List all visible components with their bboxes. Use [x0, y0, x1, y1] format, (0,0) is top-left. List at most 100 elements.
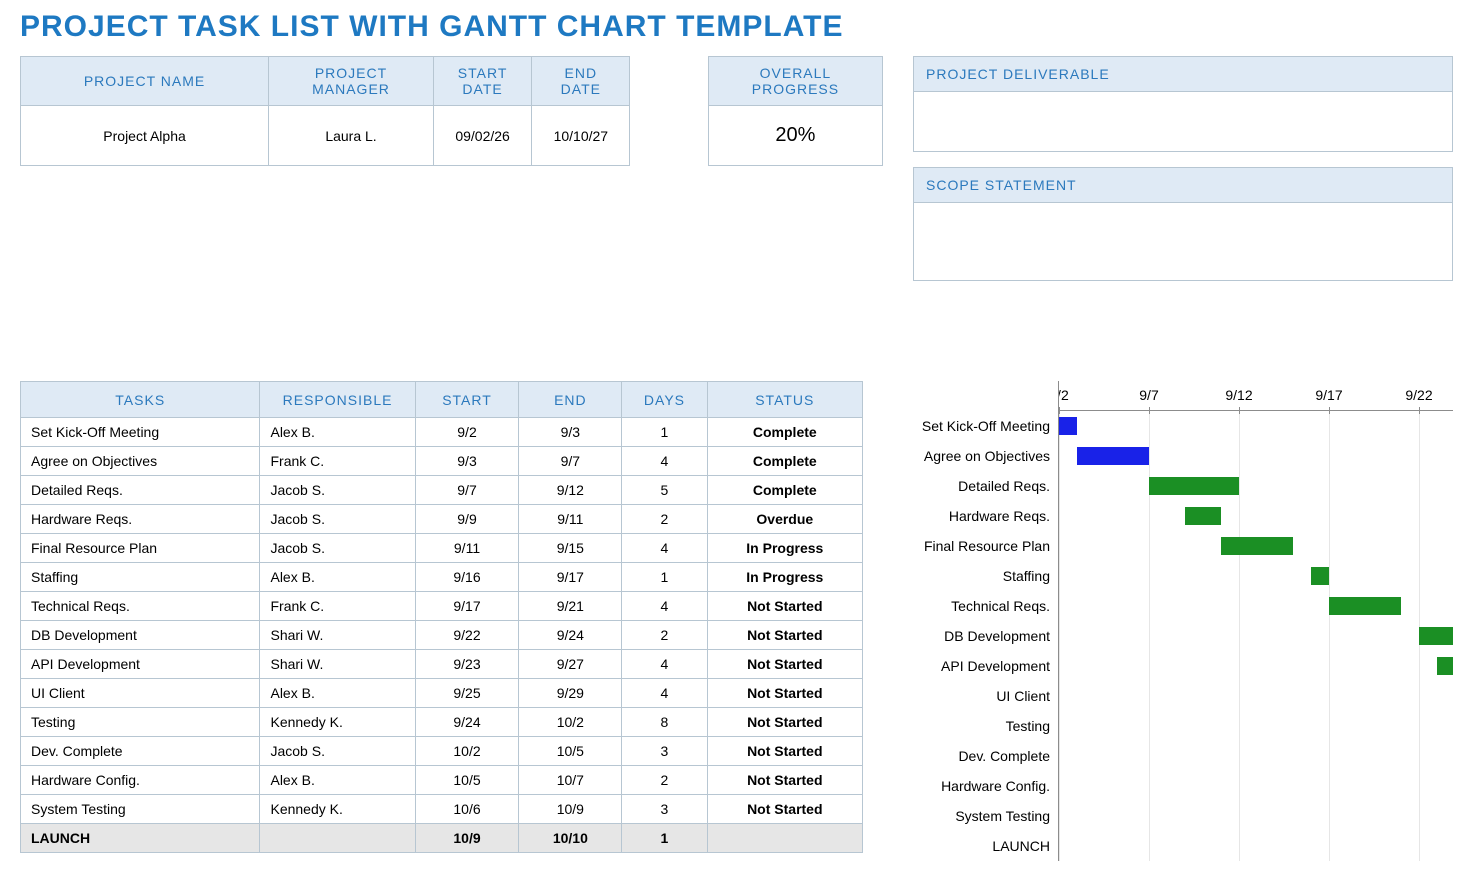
cell-responsible[interactable]: Alex B.	[260, 766, 415, 795]
cell-responsible[interactable]: Jacob S.	[260, 534, 415, 563]
cell-days[interactable]: 3	[622, 737, 707, 766]
cell-start[interactable]: 9/23	[415, 650, 519, 679]
val-project-name[interactable]: Project Alpha	[21, 106, 269, 166]
table-row[interactable]: Set Kick-Off MeetingAlex B.9/29/31Comple…	[21, 418, 863, 447]
cell-task[interactable]: System Testing	[21, 795, 260, 824]
cell-days[interactable]: 4	[622, 447, 707, 476]
cell-task[interactable]: UI Client	[21, 679, 260, 708]
val-project-manager[interactable]: Laura L.	[269, 106, 434, 166]
cell-task[interactable]: Final Resource Plan	[21, 534, 260, 563]
cell-start[interactable]: 10/9	[415, 824, 519, 853]
cell-days[interactable]: 4	[622, 534, 707, 563]
table-row[interactable]: Agree on ObjectivesFrank C.9/39/74Comple…	[21, 447, 863, 476]
cell-responsible[interactable]: Kennedy K.	[260, 795, 415, 824]
cell-end[interactable]: 9/15	[519, 534, 622, 563]
val-end-date[interactable]: 10/10/27	[532, 106, 630, 166]
table-row[interactable]: Hardware Config.Alex B.10/510/72Not Star…	[21, 766, 863, 795]
cell-task[interactable]: Technical Reqs.	[21, 592, 260, 621]
cell-task[interactable]: Set Kick-Off Meeting	[21, 418, 260, 447]
table-row[interactable]: Dev. CompleteJacob S.10/210/53Not Starte…	[21, 737, 863, 766]
table-row[interactable]: DB DevelopmentShari W.9/229/242Not Start…	[21, 621, 863, 650]
cell-responsible[interactable]: Alex B.	[260, 679, 415, 708]
cell-end[interactable]: 9/29	[519, 679, 622, 708]
cell-days[interactable]: 2	[622, 505, 707, 534]
cell-start[interactable]: 10/5	[415, 766, 519, 795]
cell-task[interactable]: Detailed Reqs.	[21, 476, 260, 505]
cell-task[interactable]: Hardware Reqs.	[21, 505, 260, 534]
cell-responsible[interactable]: Frank C.	[260, 447, 415, 476]
cell-status[interactable]: In Progress	[707, 563, 862, 592]
cell-responsible[interactable]: Alex B.	[260, 563, 415, 592]
cell-end[interactable]: 9/7	[519, 447, 622, 476]
cell-task[interactable]: Dev. Complete	[21, 737, 260, 766]
cell-start[interactable]: 9/25	[415, 679, 519, 708]
table-row[interactable]: Hardware Reqs.Jacob S.9/99/112Overdue	[21, 505, 863, 534]
cell-days[interactable]: 1	[622, 418, 707, 447]
cell-days[interactable]: 1	[622, 824, 707, 853]
cell-task[interactable]: Agree on Objectives	[21, 447, 260, 476]
cell-end[interactable]: 9/12	[519, 476, 622, 505]
cell-task[interactable]: LAUNCH	[21, 824, 260, 853]
table-row[interactable]: TestingKennedy K.9/2410/28Not Started	[21, 708, 863, 737]
cell-task[interactable]: API Development	[21, 650, 260, 679]
cell-days[interactable]: 4	[622, 650, 707, 679]
cell-days[interactable]: 4	[622, 679, 707, 708]
cell-status[interactable]: Complete	[707, 418, 862, 447]
cell-end[interactable]: 9/24	[519, 621, 622, 650]
cell-status[interactable]: Not Started	[707, 795, 862, 824]
cell-days[interactable]: 2	[622, 621, 707, 650]
cell-start[interactable]: 9/24	[415, 708, 519, 737]
cell-status[interactable]: Complete	[707, 447, 862, 476]
cell-days[interactable]: 8	[622, 708, 707, 737]
cell-status[interactable]: Overdue	[707, 505, 862, 534]
cell-start[interactable]: 9/7	[415, 476, 519, 505]
cell-end[interactable]: 10/5	[519, 737, 622, 766]
cell-responsible[interactable]: Jacob S.	[260, 505, 415, 534]
cell-status[interactable]: Complete	[707, 476, 862, 505]
cell-days[interactable]: 3	[622, 795, 707, 824]
cell-end[interactable]: 9/27	[519, 650, 622, 679]
cell-status[interactable]: Not Started	[707, 708, 862, 737]
table-row[interactable]: API DevelopmentShari W.9/239/274Not Star…	[21, 650, 863, 679]
table-row[interactable]: Final Resource PlanJacob S.9/119/154In P…	[21, 534, 863, 563]
cell-status[interactable]: Not Started	[707, 592, 862, 621]
cell-start[interactable]: 9/22	[415, 621, 519, 650]
cell-responsible[interactable]	[260, 824, 415, 853]
cell-end[interactable]: 10/7	[519, 766, 622, 795]
cell-end[interactable]: 9/21	[519, 592, 622, 621]
cell-start[interactable]: 9/17	[415, 592, 519, 621]
cell-start[interactable]: 9/2	[415, 418, 519, 447]
cell-task[interactable]: Testing	[21, 708, 260, 737]
cell-task[interactable]: Staffing	[21, 563, 260, 592]
cell-status[interactable]: In Progress	[707, 534, 862, 563]
cell-start[interactable]: 9/16	[415, 563, 519, 592]
table-row[interactable]: LAUNCH10/910/101	[21, 824, 863, 853]
cell-responsible[interactable]: Shari W.	[260, 650, 415, 679]
cell-status[interactable]: Not Started	[707, 737, 862, 766]
cell-start[interactable]: 9/11	[415, 534, 519, 563]
cell-status[interactable]: Not Started	[707, 766, 862, 795]
cell-days[interactable]: 1	[622, 563, 707, 592]
cell-end[interactable]: 9/17	[519, 563, 622, 592]
cell-days[interactable]: 4	[622, 592, 707, 621]
cell-days[interactable]: 5	[622, 476, 707, 505]
deliverable-input[interactable]	[913, 92, 1453, 152]
cell-end[interactable]: 10/2	[519, 708, 622, 737]
cell-end[interactable]: 9/11	[519, 505, 622, 534]
cell-status[interactable]: Not Started	[707, 679, 862, 708]
cell-responsible[interactable]: Alex B.	[260, 418, 415, 447]
cell-start[interactable]: 10/6	[415, 795, 519, 824]
cell-status[interactable]	[707, 824, 862, 853]
cell-status[interactable]: Not Started	[707, 650, 862, 679]
cell-responsible[interactable]: Jacob S.	[260, 737, 415, 766]
table-row[interactable]: StaffingAlex B.9/169/171In Progress	[21, 563, 863, 592]
scope-input[interactable]	[913, 203, 1453, 281]
cell-responsible[interactable]: Shari W.	[260, 621, 415, 650]
cell-task[interactable]: Hardware Config.	[21, 766, 260, 795]
cell-start[interactable]: 9/9	[415, 505, 519, 534]
val-start-date[interactable]: 09/02/26	[433, 106, 531, 166]
cell-end[interactable]: 10/9	[519, 795, 622, 824]
table-row[interactable]: UI ClientAlex B.9/259/294Not Started	[21, 679, 863, 708]
cell-responsible[interactable]: Kennedy K.	[260, 708, 415, 737]
cell-status[interactable]: Not Started	[707, 621, 862, 650]
